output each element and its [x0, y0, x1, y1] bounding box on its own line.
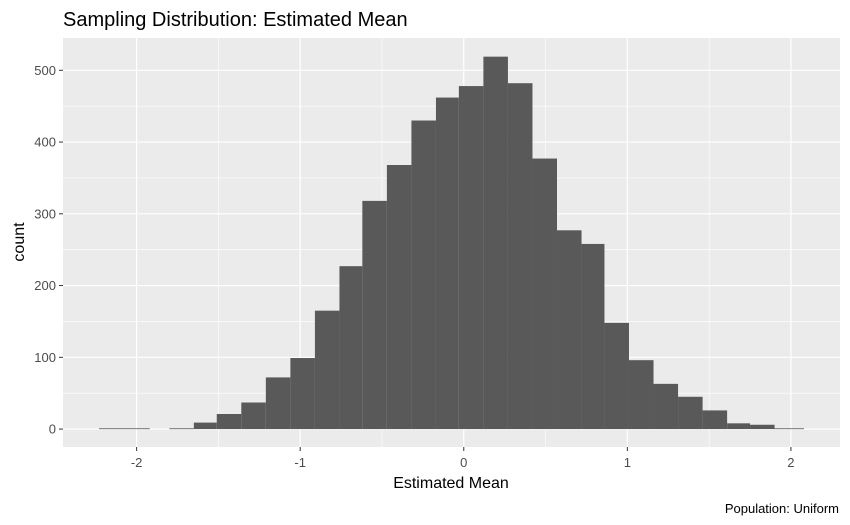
- y-tick-label: 400: [34, 135, 56, 150]
- histogram-bar: [216, 413, 242, 430]
- histogram-bar: [435, 97, 459, 430]
- histogram-bar: [265, 377, 291, 430]
- histogram-bar: [702, 410, 728, 430]
- x-tick-label: 0: [460, 455, 467, 470]
- chart-title: Sampling Distribution: Estimated Mean: [63, 9, 408, 31]
- histogram-bar: [678, 396, 703, 430]
- x-tick-label: 1: [624, 455, 631, 470]
- x-axis: -2 -1 0 1 2: [131, 447, 795, 470]
- y-tick-label: 200: [34, 278, 56, 293]
- histogram-bar: [386, 165, 412, 430]
- y-axis: 0 100 200 300 400 500: [34, 63, 63, 437]
- x-tick-label: -1: [294, 455, 306, 470]
- histogram-bar: [653, 383, 679, 430]
- histogram-bar: [483, 56, 508, 430]
- x-tick-label: -2: [131, 455, 143, 470]
- histogram-bar: [339, 266, 363, 430]
- histogram-bar: [193, 422, 217, 430]
- histogram-bar: [532, 158, 558, 430]
- histogram-bar: [557, 230, 582, 430]
- histogram-bar: [507, 83, 533, 430]
- histogram-bar: [362, 200, 387, 430]
- histogram-bar: [774, 428, 805, 430]
- histogram-bar: [628, 360, 654, 430]
- y-tick-label: 0: [49, 422, 56, 437]
- histogram-bar: [604, 322, 629, 430]
- x-axis-title: Estimated Mean: [393, 475, 509, 492]
- x-tick-label: 2: [787, 455, 794, 470]
- y-axis-title: count: [11, 222, 28, 262]
- histogram-bar: [750, 424, 775, 430]
- y-tick-label: 500: [34, 63, 56, 78]
- histogram-bar: [290, 358, 315, 430]
- chart-caption: Population: Uniform: [725, 501, 839, 516]
- histogram-bar: [241, 402, 266, 430]
- histogram-bars: [98, 56, 805, 430]
- histogram-bar: [458, 86, 484, 430]
- histogram-bar: [169, 428, 194, 430]
- y-tick-label: 300: [34, 206, 56, 221]
- histogram-bar: [98, 428, 150, 430]
- y-tick-label: 100: [34, 350, 56, 365]
- histogram-bar: [314, 310, 340, 430]
- histogram-bar: [411, 120, 436, 430]
- histogram-bar: [727, 423, 751, 430]
- histogram-bar: [581, 243, 605, 430]
